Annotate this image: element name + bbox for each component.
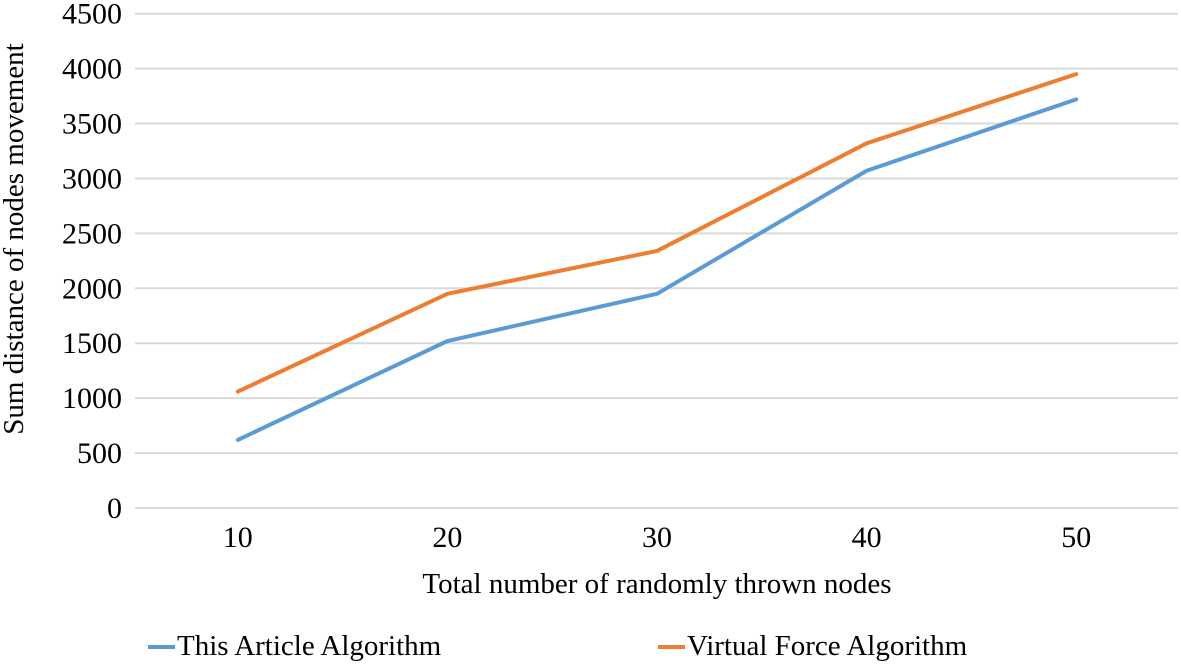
y-axis-title: Sum distance of nodes movement [0,43,30,435]
legend-label: Virtual Force Algorithm [687,630,968,662]
legend-item-virtual-force-algorithm: Virtual Force Algorithm [658,630,967,663]
x-tick-label: 40 [852,521,882,554]
x-tick-label: 30 [642,521,672,554]
y-tick-label: 1500 [62,327,122,360]
y-tick-label: 0 [107,492,122,525]
series-line-this-article-algorithm [235,97,1079,442]
y-tick-label: 4500 [62,0,122,31]
y-tick-label: 4000 [62,53,122,86]
y-tick-label: 1000 [62,382,122,415]
legend-line-marker-icon [658,644,685,649]
x-tick-label: 20 [432,521,462,554]
y-tick-label: 3000 [62,162,122,195]
y-tick-label: 3500 [62,108,122,141]
x-tick-label: 50 [1061,521,1091,554]
x-axis-title: Total number of randomly thrown nodes [422,568,892,600]
y-tick-label: 500 [77,437,122,470]
series-line-virtual-force-algorithm [235,72,1079,394]
x-tick-label: 10 [223,521,253,554]
legend-label: This Article Algorithm [177,630,442,662]
y-tick-label: 2500 [62,217,122,250]
legend-line-marker-icon [148,644,175,649]
y-tick-label: 2000 [62,272,122,305]
legend-item-this-article-algorithm: This Article Algorithm [148,630,441,663]
